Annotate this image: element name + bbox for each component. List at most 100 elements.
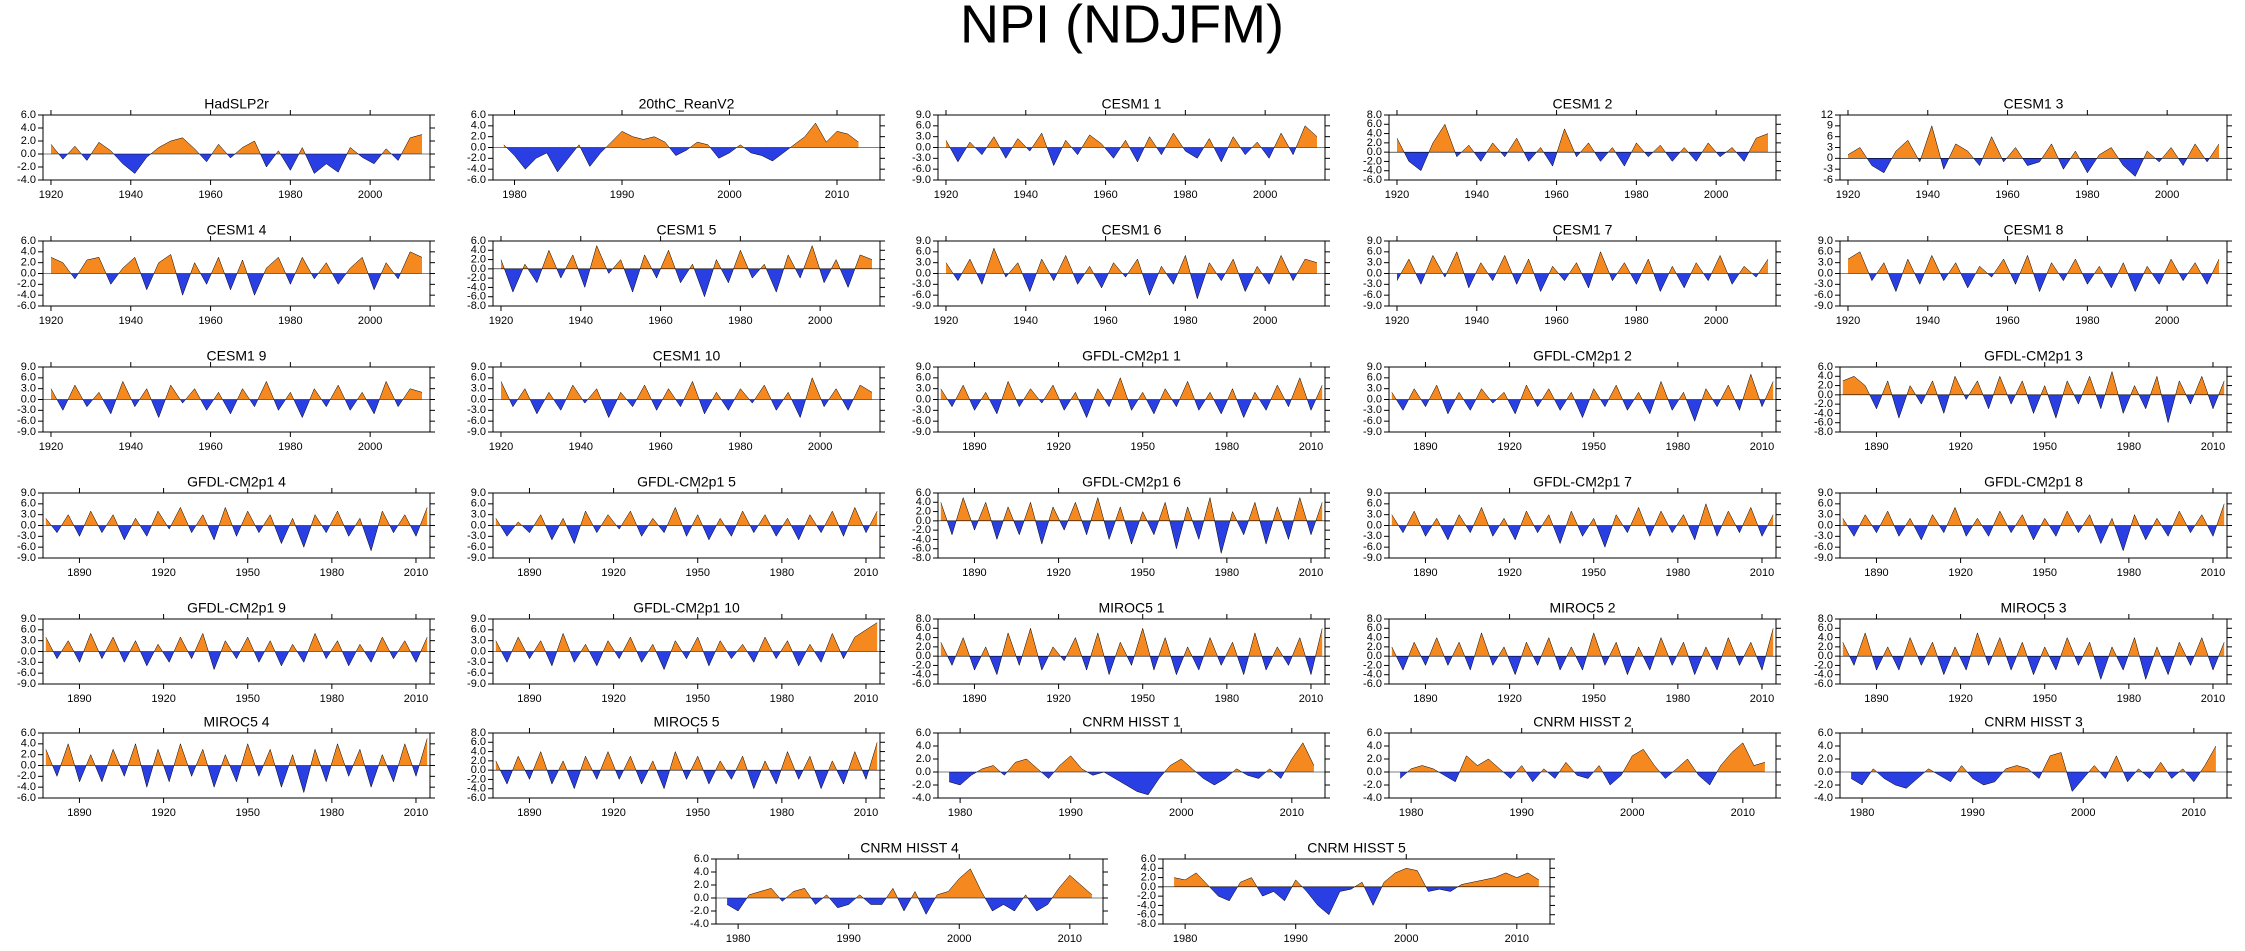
x-tick-label: 1890 xyxy=(962,441,986,453)
series-line xyxy=(1174,868,1540,916)
y-tick-label: 2.0 xyxy=(1367,137,1382,149)
series-line xyxy=(1842,503,2225,552)
panel-title: GFDL-CM2p1 1 xyxy=(1082,348,1181,364)
y-tick-label: -9.0 xyxy=(912,426,931,438)
x-tick-label: 2000 xyxy=(1394,933,1418,945)
y-tick-label: 6.0 xyxy=(471,372,486,384)
y-tick-label: 9.0 xyxy=(1818,235,1833,247)
y-tick-label: -2.0 xyxy=(690,905,709,917)
y-tick-label: 3.0 xyxy=(1367,383,1382,395)
y-tick-label: -6.0 xyxy=(1137,909,1156,921)
y-tick-label: 6.0 xyxy=(471,624,486,636)
x-tick-label: 1990 xyxy=(1058,807,1082,819)
y-tick-label: 6.0 xyxy=(916,372,931,384)
x-tick-label: 2010 xyxy=(404,567,428,579)
panel-title: CESM1 9 xyxy=(207,348,267,364)
area-negative xyxy=(1209,886,1458,915)
y-tick-label: -2.0 xyxy=(467,773,486,785)
y-tick-label: -3.0 xyxy=(1814,278,1833,290)
x-tick-label: 1890 xyxy=(962,693,986,705)
y-tick-label: 0.0 xyxy=(1141,881,1156,893)
y-tick-label: 0.0 xyxy=(471,764,486,776)
x-tick-label: 2000 xyxy=(1169,807,1193,819)
x-tick-label: 1890 xyxy=(67,693,91,705)
x-tick-label: 2000 xyxy=(1704,189,1728,201)
y-tick-label: 0.0 xyxy=(21,519,36,531)
y-tick-label: 6.0 xyxy=(471,235,486,247)
y-tick-label: 6.0 xyxy=(916,246,931,258)
y-tick-label: 6.0 xyxy=(916,120,931,132)
y-tick-label: 8.0 xyxy=(1367,109,1382,121)
y-tick-label: 4.0 xyxy=(1367,740,1382,752)
x-tick-label: 1940 xyxy=(119,315,143,327)
area-negative xyxy=(503,147,859,172)
panel-title: CESM1 2 xyxy=(1553,96,1613,112)
x-tick-label: 1980 xyxy=(1215,441,1239,453)
y-tick-label: 6.0 xyxy=(1367,727,1382,739)
y-tick-label: -3.0 xyxy=(912,278,931,290)
x-tick-label: 2010 xyxy=(2201,693,2225,705)
x-tick-label: 1940 xyxy=(569,441,593,453)
x-tick-label: 1980 xyxy=(320,567,344,579)
y-tick-label: 6.0 xyxy=(694,853,709,865)
x-tick-label: 1890 xyxy=(1864,567,1888,579)
area-positive xyxy=(1848,125,2219,159)
x-tick-label: 1980 xyxy=(770,807,794,819)
y-tick-label: 3.0 xyxy=(1367,509,1382,521)
x-tick-label: 1920 xyxy=(934,189,958,201)
y-tick-label: 0.0 xyxy=(1367,267,1382,279)
x-tick-label: 1950 xyxy=(2032,567,2056,579)
y-tick-label: 3.0 xyxy=(1367,257,1382,269)
y-tick-label: 3.0 xyxy=(471,509,486,521)
x-tick-label: 1920 xyxy=(39,315,63,327)
y-tick-label: 0.0 xyxy=(21,645,36,657)
y-tick-label: -2.0 xyxy=(912,659,931,671)
y-tick-label: -4.0 xyxy=(690,918,709,930)
x-tick-label: 1980 xyxy=(726,933,750,945)
x-tick-label: 1920 xyxy=(601,567,625,579)
x-tick-label: 1920 xyxy=(151,807,175,819)
y-tick-label: -6.0 xyxy=(467,174,486,186)
y-tick-label: -2.0 xyxy=(1814,659,1833,671)
y-tick-label: -4.0 xyxy=(467,163,486,175)
x-tick-label: 1950 xyxy=(2032,693,2056,705)
y-tick-label: -9.0 xyxy=(1363,300,1382,312)
panel-title: 20thC_ReanV2 xyxy=(639,96,735,112)
y-tick-label: -9.0 xyxy=(1363,426,1382,438)
x-tick-label: 1920 xyxy=(1497,441,1521,453)
x-tick-label: 2000 xyxy=(808,441,832,453)
panel-title: GFDL-CM2p1 8 xyxy=(1984,474,2083,490)
y-tick-label: 0.0 xyxy=(1818,766,1833,778)
x-tick-label: 1950 xyxy=(1130,441,1154,453)
y-tick-label: -6.0 xyxy=(912,415,931,427)
y-tick-label: 6.0 xyxy=(1367,246,1382,258)
area-negative xyxy=(1842,656,2225,680)
x-tick-label: 1980 xyxy=(320,693,344,705)
area-negative xyxy=(949,772,1314,795)
series-line xyxy=(940,627,1323,676)
area-positive xyxy=(503,123,859,148)
x-tick-label: 1950 xyxy=(2032,441,2056,453)
y-tick-label: 6.0 xyxy=(21,109,36,121)
x-tick-label: 1890 xyxy=(67,807,91,819)
y-tick-label: -4.0 xyxy=(17,289,36,301)
area-negative xyxy=(940,656,1323,675)
x-tick-label: 1920 xyxy=(1385,189,1409,201)
area-positive xyxy=(1397,124,1768,153)
x-tick-label: 1940 xyxy=(119,189,143,201)
y-tick-label: 6.0 xyxy=(1141,853,1156,865)
x-tick-label: 1920 xyxy=(39,189,63,201)
y-tick-label: 4.0 xyxy=(21,122,36,134)
x-tick-label: 2000 xyxy=(2071,807,2095,819)
y-tick-label: -6.0 xyxy=(1363,174,1382,186)
panel-title: CESM1 6 xyxy=(1102,222,1162,238)
y-tick-label: -2.0 xyxy=(1814,779,1833,791)
y-tick-label: 4.0 xyxy=(694,866,709,878)
y-tick-label: 0.0 xyxy=(471,393,486,405)
x-tick-label: 1890 xyxy=(517,693,541,705)
y-tick-label: 4.0 xyxy=(21,246,36,258)
x-tick-label: 1950 xyxy=(685,807,709,819)
y-tick-label: 4.0 xyxy=(471,745,486,757)
y-tick-label: -3.0 xyxy=(17,530,36,542)
